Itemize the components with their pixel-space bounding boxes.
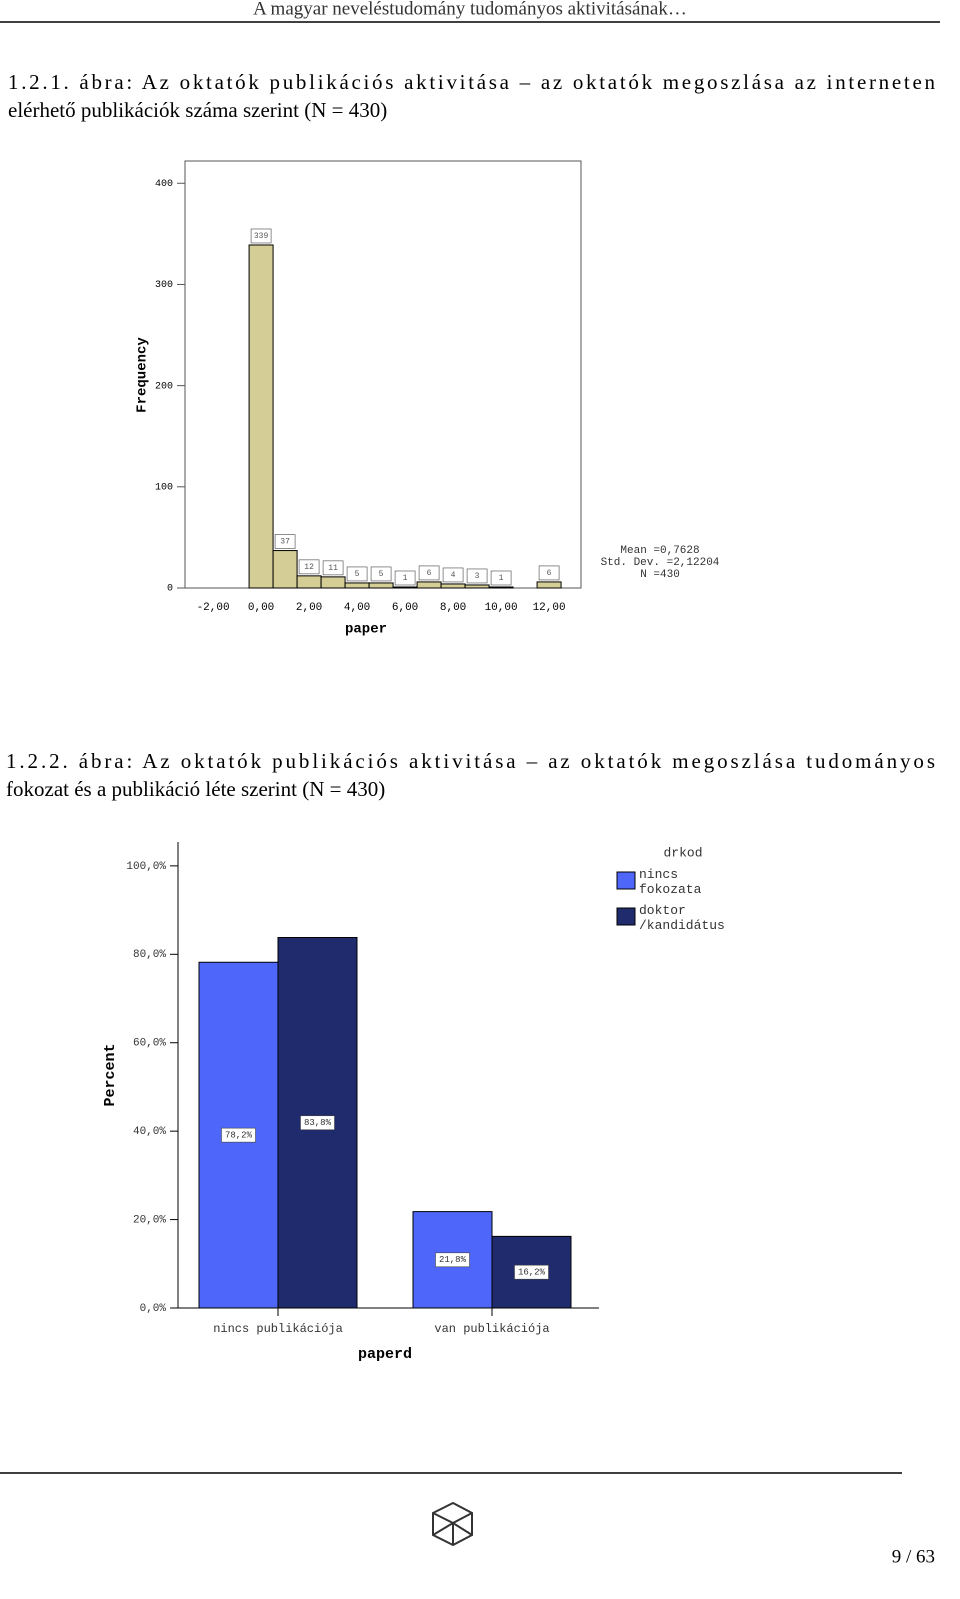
summary-stat: N =430 xyxy=(640,569,680,581)
legend-title: drkod xyxy=(663,845,702,860)
value-label-box xyxy=(538,565,560,581)
cube-logo xyxy=(432,1501,473,1547)
legend-swatch xyxy=(616,907,636,926)
y-tick-label: 20,0% xyxy=(133,1214,166,1226)
value-label: 1 xyxy=(403,574,408,583)
histogram-bar xyxy=(296,575,322,589)
summary-stat: Std. Dev. =2,12204 xyxy=(601,557,720,569)
page-number: 9 / 63 xyxy=(892,1546,935,1567)
value-label-box xyxy=(298,559,320,575)
histogram-bar xyxy=(272,550,298,589)
value-label-box xyxy=(394,570,416,586)
x-tick-label: 8,00 xyxy=(440,602,466,614)
value-label-box xyxy=(322,560,344,576)
value-label: 1 xyxy=(499,574,504,583)
value-label-box xyxy=(418,565,440,581)
value-label-box xyxy=(370,566,392,582)
value-label-box xyxy=(514,1264,549,1280)
x-tick-label: nincs publikációja xyxy=(213,1322,343,1336)
value-label: 83,8% xyxy=(304,1118,332,1128)
value-label-box xyxy=(346,566,368,582)
caption-line: elérhető publikációk száma szerint (N = … xyxy=(8,98,387,122)
value-label: 4 xyxy=(451,571,456,580)
value-label: 16,2% xyxy=(518,1268,546,1278)
value-label-box xyxy=(442,567,464,583)
y-tick-label: 40,0% xyxy=(133,1126,166,1138)
value-label: 37 xyxy=(280,538,290,547)
x-tick-label: van publikációja xyxy=(434,1322,549,1336)
histogram-bar xyxy=(320,576,346,589)
histogram-bar xyxy=(440,583,466,589)
x-axis-label: paperd xyxy=(358,1346,412,1363)
x-tick-label: 6,00 xyxy=(392,602,418,614)
x-tick-label: 10,00 xyxy=(485,602,518,614)
y-axis-label: Frequency xyxy=(135,337,151,413)
histogram-bar xyxy=(392,586,418,589)
y-tick-label: 300 xyxy=(155,280,173,291)
value-label: 339 xyxy=(254,232,269,241)
legend-label: nincs fokozata xyxy=(639,867,702,897)
y-tick-label: 100,0% xyxy=(126,861,166,873)
y-tick-label: 0 xyxy=(167,584,173,595)
value-label: 5 xyxy=(379,570,384,579)
histogram-bar xyxy=(488,586,514,589)
histogram-bar xyxy=(464,584,490,589)
value-label: 11 xyxy=(328,564,338,573)
x-axis-label: paper xyxy=(345,622,387,638)
value-label: 78,2% xyxy=(225,1131,253,1141)
histogram-bar xyxy=(248,244,274,589)
x-tick-label: 4,00 xyxy=(344,602,370,614)
x-tick-label: 12,00 xyxy=(533,602,566,614)
y-tick-label: 0,0% xyxy=(140,1303,167,1315)
value-label-box xyxy=(435,1252,470,1268)
caption-line: fokozat és a publikáció léte szerint (N … xyxy=(6,777,385,801)
value-label-box xyxy=(221,1127,256,1143)
summary-stat: Mean =0,7628 xyxy=(620,545,699,557)
y-axis-label: Percent xyxy=(102,1043,119,1106)
y-tick-label: 80,0% xyxy=(133,949,166,961)
value-label: 6 xyxy=(547,569,552,578)
x-tick-label: 0,00 xyxy=(248,602,274,614)
value-label: 6 xyxy=(427,569,432,578)
value-label: 12 xyxy=(304,563,314,572)
y-tick-label: 400 xyxy=(155,179,173,190)
legend-swatch xyxy=(616,871,636,890)
x-tick-label: -2,00 xyxy=(197,602,230,614)
value-label: 3 xyxy=(475,572,480,581)
running-header: A magyar neveléstudomány tudományos akti… xyxy=(253,0,687,19)
plot-frame xyxy=(184,160,582,589)
caption-line: 1.2.1. ábra: Az oktatók publikációs akti… xyxy=(8,70,936,94)
value-label-box xyxy=(250,228,272,244)
histogram-bar xyxy=(536,581,562,589)
histogram-bar xyxy=(344,582,370,589)
histogram-bar xyxy=(368,582,394,589)
value-label-box xyxy=(490,570,512,586)
value-label-box xyxy=(466,568,488,584)
value-label: 5 xyxy=(355,570,360,579)
value-label-box xyxy=(274,534,296,549)
legend-label: doktor /kandidátus xyxy=(639,903,725,933)
value-label: 21,8% xyxy=(439,1255,467,1265)
x-tick-label: 2,00 xyxy=(296,602,322,614)
y-tick-label: 100 xyxy=(155,482,173,493)
histogram-bar xyxy=(416,581,442,589)
y-tick-label: 60,0% xyxy=(133,1038,166,1050)
value-label-box xyxy=(300,1115,335,1131)
caption-line: 1.2.2. ábra: Az oktatók publikációs akti… xyxy=(6,749,935,773)
y-tick-label: 200 xyxy=(155,381,173,392)
